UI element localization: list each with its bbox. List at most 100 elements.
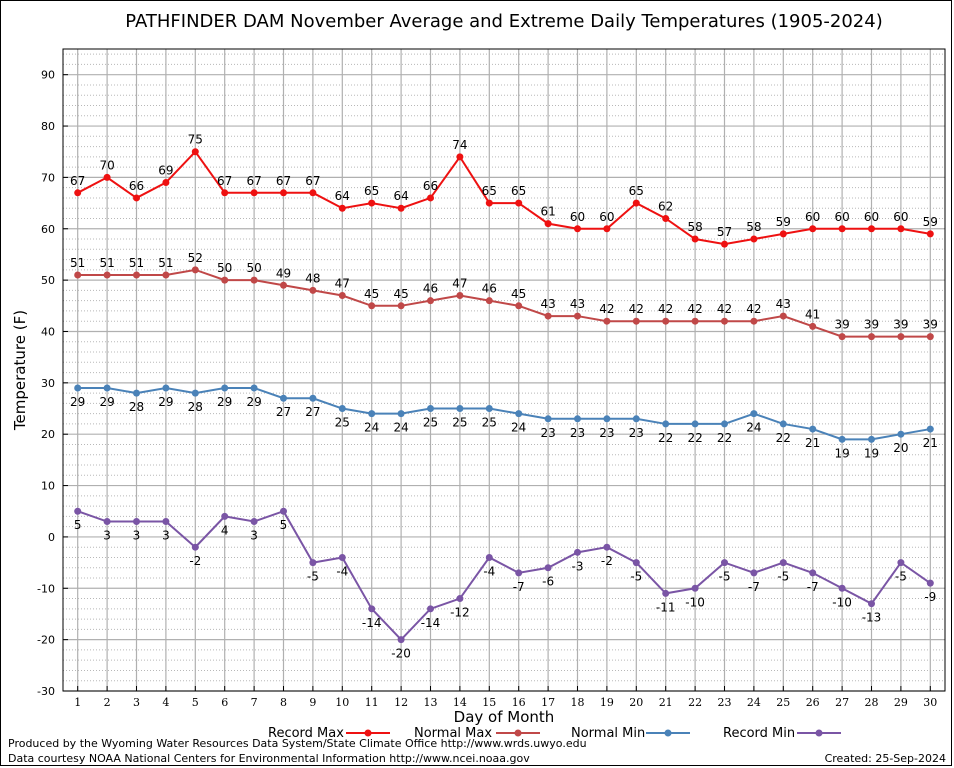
normal-max-legend-label: Normal Max	[414, 726, 492, 741]
record-min-data-label: 5	[280, 518, 288, 532]
record-min-data-label: -5	[777, 570, 789, 584]
x-tick-label: 17	[541, 696, 555, 709]
record-min-data-label: -9	[924, 590, 936, 604]
x-axis-label: Day of Month	[454, 708, 555, 726]
record-max-data-label: 60	[893, 210, 908, 224]
normal-min-point	[544, 415, 552, 423]
normal-max-point	[397, 302, 405, 310]
record-min-data-label: -7	[513, 580, 525, 594]
record-min-point	[74, 507, 82, 515]
record-max-point	[574, 225, 581, 233]
normal-max-data-label: 46	[482, 282, 497, 296]
normal-max-data-label: 49	[276, 266, 291, 280]
record-min-point	[662, 589, 670, 597]
record-min-data-label: -2	[189, 554, 201, 568]
normal-min-data-label: 24	[746, 421, 761, 435]
normal-min-data-label: 23	[570, 426, 585, 440]
normal-max-data-label: 46	[423, 282, 438, 296]
y-tick-label: 30	[41, 377, 55, 390]
record-min-point	[632, 559, 640, 567]
record-min-point	[191, 543, 199, 551]
normal-max-point	[897, 333, 905, 341]
normal-min-data-label: 29	[99, 395, 114, 409]
normal-max-data-label: 42	[746, 302, 761, 316]
y-axis-label: Temperature (F)	[11, 310, 29, 431]
record-min-point	[485, 553, 493, 561]
x-tick-label: 18	[571, 696, 585, 709]
normal-min-data-label: 23	[629, 426, 644, 440]
record-max-data-label: 64	[393, 189, 408, 203]
normal-min-point	[809, 425, 817, 433]
normal-max-point	[721, 317, 728, 325]
normal-min-point	[632, 415, 640, 423]
record-min-point	[280, 507, 287, 515]
normal-min-point	[897, 430, 905, 438]
normal-min-data-label: 25	[335, 416, 350, 430]
x-tick-label: 15	[482, 696, 496, 709]
record-max-point	[632, 199, 640, 207]
record-max-data-label: 60	[834, 210, 849, 224]
normal-min-data-label: 24	[364, 421, 379, 435]
normal-min-data-label: 21	[923, 436, 938, 450]
normal-min-line	[77, 386, 931, 441]
normal-min-data-label: 28	[129, 400, 144, 414]
record-max-data-label: 65	[629, 184, 644, 198]
x-tick-label: 13	[424, 696, 438, 709]
record-max-point	[544, 220, 552, 228]
normal-max-data-label: 42	[658, 302, 673, 316]
normal-max-data-label: 47	[335, 277, 350, 291]
record-min-point	[368, 605, 376, 613]
y-tick-label: 50	[41, 274, 55, 287]
normal-min-data-label: 20	[893, 441, 908, 455]
record-min-data-label: -12	[450, 606, 470, 620]
y-tick-label: 10	[41, 480, 55, 493]
normal-max-data-label: 51	[99, 256, 114, 270]
normal-max-point	[809, 322, 817, 330]
record-max-point	[691, 235, 699, 243]
record-max-point	[721, 240, 728, 248]
normal-max-point	[162, 271, 170, 279]
normal-min-point	[485, 405, 493, 413]
normal-max-point	[485, 297, 493, 305]
normal-min-point	[838, 435, 846, 443]
normal-max-data-label: 43	[540, 297, 555, 311]
record-min-data-label: -4	[336, 564, 348, 578]
normal-min-point	[515, 410, 523, 418]
normal-max-data-label: 39	[864, 318, 879, 332]
normal-max-data-label: 43	[570, 297, 585, 311]
record-min-point	[691, 584, 699, 592]
record-max-point	[897, 225, 905, 233]
normal-min-point	[868, 435, 875, 443]
record-min-point	[603, 543, 611, 551]
record-min-point	[515, 569, 523, 577]
record-max-point	[162, 179, 170, 187]
y-tick-label: -20	[37, 634, 55, 647]
record-min-line	[77, 510, 931, 642]
normal-min-point	[750, 410, 758, 418]
record-min-data-label: 3	[250, 529, 258, 543]
record-min-point	[162, 518, 170, 526]
normal-max-point	[191, 266, 199, 274]
record-min-point	[456, 595, 464, 603]
y-tick-label: 40	[41, 325, 55, 338]
record-min-point	[574, 548, 581, 556]
record-min-point	[397, 636, 405, 644]
normal-max-point	[662, 317, 670, 325]
record-min-point	[221, 512, 229, 520]
normal-min-legend-marker	[664, 729, 672, 737]
x-tick-label: 11	[365, 696, 379, 709]
normal-min-point	[280, 394, 287, 402]
normal-max-point	[544, 312, 552, 320]
x-tick-label: 23	[718, 696, 732, 709]
record-max-point	[603, 225, 611, 233]
normal-max-point	[574, 312, 581, 320]
record-max-legend-marker	[364, 729, 372, 737]
normal-max-data-label: 45	[393, 287, 408, 301]
y-tick-label: 60	[41, 223, 55, 236]
normal-min-data-label: 22	[687, 431, 702, 445]
record-max-point	[809, 225, 817, 233]
normal-min-point	[309, 394, 317, 402]
plot-area	[63, 49, 945, 691]
normal-max-data-label: 42	[717, 302, 732, 316]
normal-max-point	[103, 271, 111, 279]
